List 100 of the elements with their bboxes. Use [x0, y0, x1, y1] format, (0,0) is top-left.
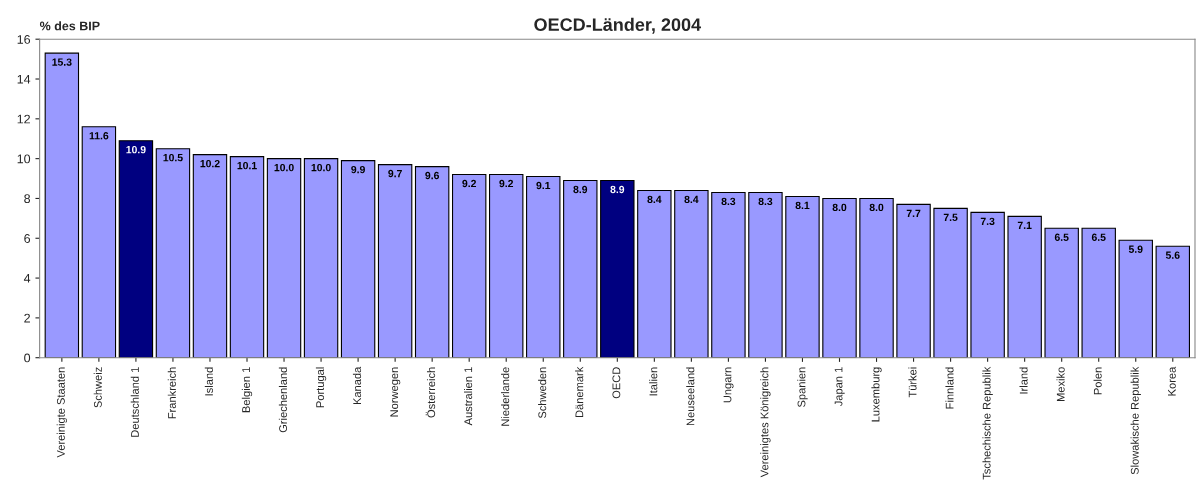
bar [748, 191, 783, 358]
data-label: 11.6 [89, 132, 109, 140]
bar [192, 154, 228, 358]
bar [229, 156, 265, 358]
bar [303, 158, 339, 358]
x-tick-label: Spanien [797, 367, 808, 407]
x-tick-label: Frankreich [167, 367, 176, 419]
bar [81, 126, 117, 358]
y-axis-title: % des BIP [39, 21, 100, 31]
chart-title: OECD-Länder, 2004 [534, 17, 702, 34]
y-tick-label: 0 [24, 353, 31, 363]
x-tick-label: Tschechische Republik [982, 366, 993, 480]
bar [896, 203, 931, 358]
bar [1044, 227, 1079, 358]
x-tick-label: Dänemark [575, 366, 584, 418]
x-tick-label: OECD [612, 367, 621, 399]
data-label: 10.0 [274, 163, 294, 172]
bar [414, 166, 450, 358]
x-tick-label: Mexiko [1056, 367, 1065, 402]
data-label: 10.2 [200, 159, 220, 168]
x-tick-label: Schweiz [93, 367, 102, 408]
x-tick-label: Österreich [425, 367, 436, 418]
data-label: 10.5 [163, 153, 183, 162]
data-label: 8.0 [832, 203, 847, 212]
bar [637, 189, 672, 358]
bar [118, 140, 154, 358]
x-tick-label: Portugal [315, 367, 327, 408]
x-tick-label: Griechenland [278, 367, 288, 433]
y-tick-label: 12 [17, 114, 30, 124]
bar [859, 197, 894, 358]
x-tick-label: Schweden [538, 367, 547, 419]
y-tick-label: 8 [24, 194, 31, 204]
data-label: 7.5 [943, 213, 958, 222]
data-label: 8.4 [684, 195, 699, 204]
x-tick-label: Australien 1 [464, 367, 473, 426]
x-tick-label: Slowakische Republik [1130, 366, 1141, 475]
bar [785, 195, 820, 358]
y-tick-label: 2 [24, 313, 30, 323]
data-label: 5.9 [1128, 245, 1143, 253]
bar [44, 52, 80, 358]
bar [1118, 239, 1153, 358]
data-label: 8.1 [795, 201, 810, 210]
y-tick-label: 10 [17, 154, 31, 164]
data-label: 9.2 [499, 179, 514, 188]
data-label: 6.5 [1091, 233, 1106, 241]
y-tick-label: 4 [23, 274, 31, 283]
data-label: 6.5 [1054, 233, 1069, 241]
x-tick-label: Polen [1093, 367, 1102, 395]
x-tick-label: Deutschland 1 [130, 367, 139, 437]
data-label: 8.3 [758, 197, 773, 206]
bar [155, 148, 191, 358]
data-label: 8.9 [610, 185, 625, 194]
data-label: 9.9 [351, 165, 365, 174]
x-tick-label: Island [204, 367, 213, 396]
x-tick-label: Kanada [352, 366, 362, 405]
data-label: 10.9 [126, 145, 146, 154]
bar [377, 164, 413, 358]
data-label: 7.7 [906, 209, 921, 217]
x-tick-label: Norwegen [390, 367, 401, 417]
bar [451, 174, 487, 358]
data-label: 9.6 [425, 171, 440, 180]
x-tick-label: Türkei [908, 367, 917, 398]
x-tick-label: Vereinigte Staaten [56, 367, 68, 458]
y-tick-label: 16 [17, 35, 31, 44]
bar [674, 189, 709, 358]
data-label: 8.9 [573, 185, 588, 194]
bar [970, 211, 1005, 358]
data-label: 7.1 [1017, 221, 1032, 229]
bar [563, 179, 598, 358]
x-tick-label: Niederlande [501, 367, 510, 426]
data-label: 8.4 [647, 195, 662, 204]
bar [711, 191, 746, 358]
data-label: 9.2 [462, 179, 477, 188]
bar [933, 207, 968, 358]
x-tick-label: Finnland [945, 367, 954, 409]
bar [1155, 245, 1190, 358]
y-tick-label: 14 [17, 74, 31, 84]
data-label: 9.1 [536, 181, 551, 190]
x-tick-label: Ungarn [723, 367, 734, 403]
x-tick-label: Belgien 1 [241, 367, 253, 413]
data-label: 5.6 [1165, 251, 1180, 259]
x-tick-label: Japan 1 [834, 367, 845, 407]
x-tick-label: Korea [1168, 366, 1176, 396]
data-label: 8.0 [869, 203, 884, 212]
bar [340, 160, 376, 358]
bar [1081, 227, 1116, 358]
bar [489, 174, 524, 358]
bar [822, 197, 857, 358]
data-label: 8.3 [721, 197, 736, 206]
bar [600, 179, 635, 358]
bar [526, 175, 561, 358]
data-label: 7.3 [980, 217, 995, 226]
x-tick-label: Irland [1019, 367, 1028, 394]
x-tick-label: Luxemburg [871, 367, 882, 422]
data-label: 10.0 [311, 163, 331, 172]
data-label: 10.1 [237, 161, 257, 170]
bar [266, 158, 302, 358]
data-label: 9.7 [388, 169, 402, 178]
bar [1007, 215, 1042, 358]
x-tick-label: Italien [649, 367, 658, 396]
